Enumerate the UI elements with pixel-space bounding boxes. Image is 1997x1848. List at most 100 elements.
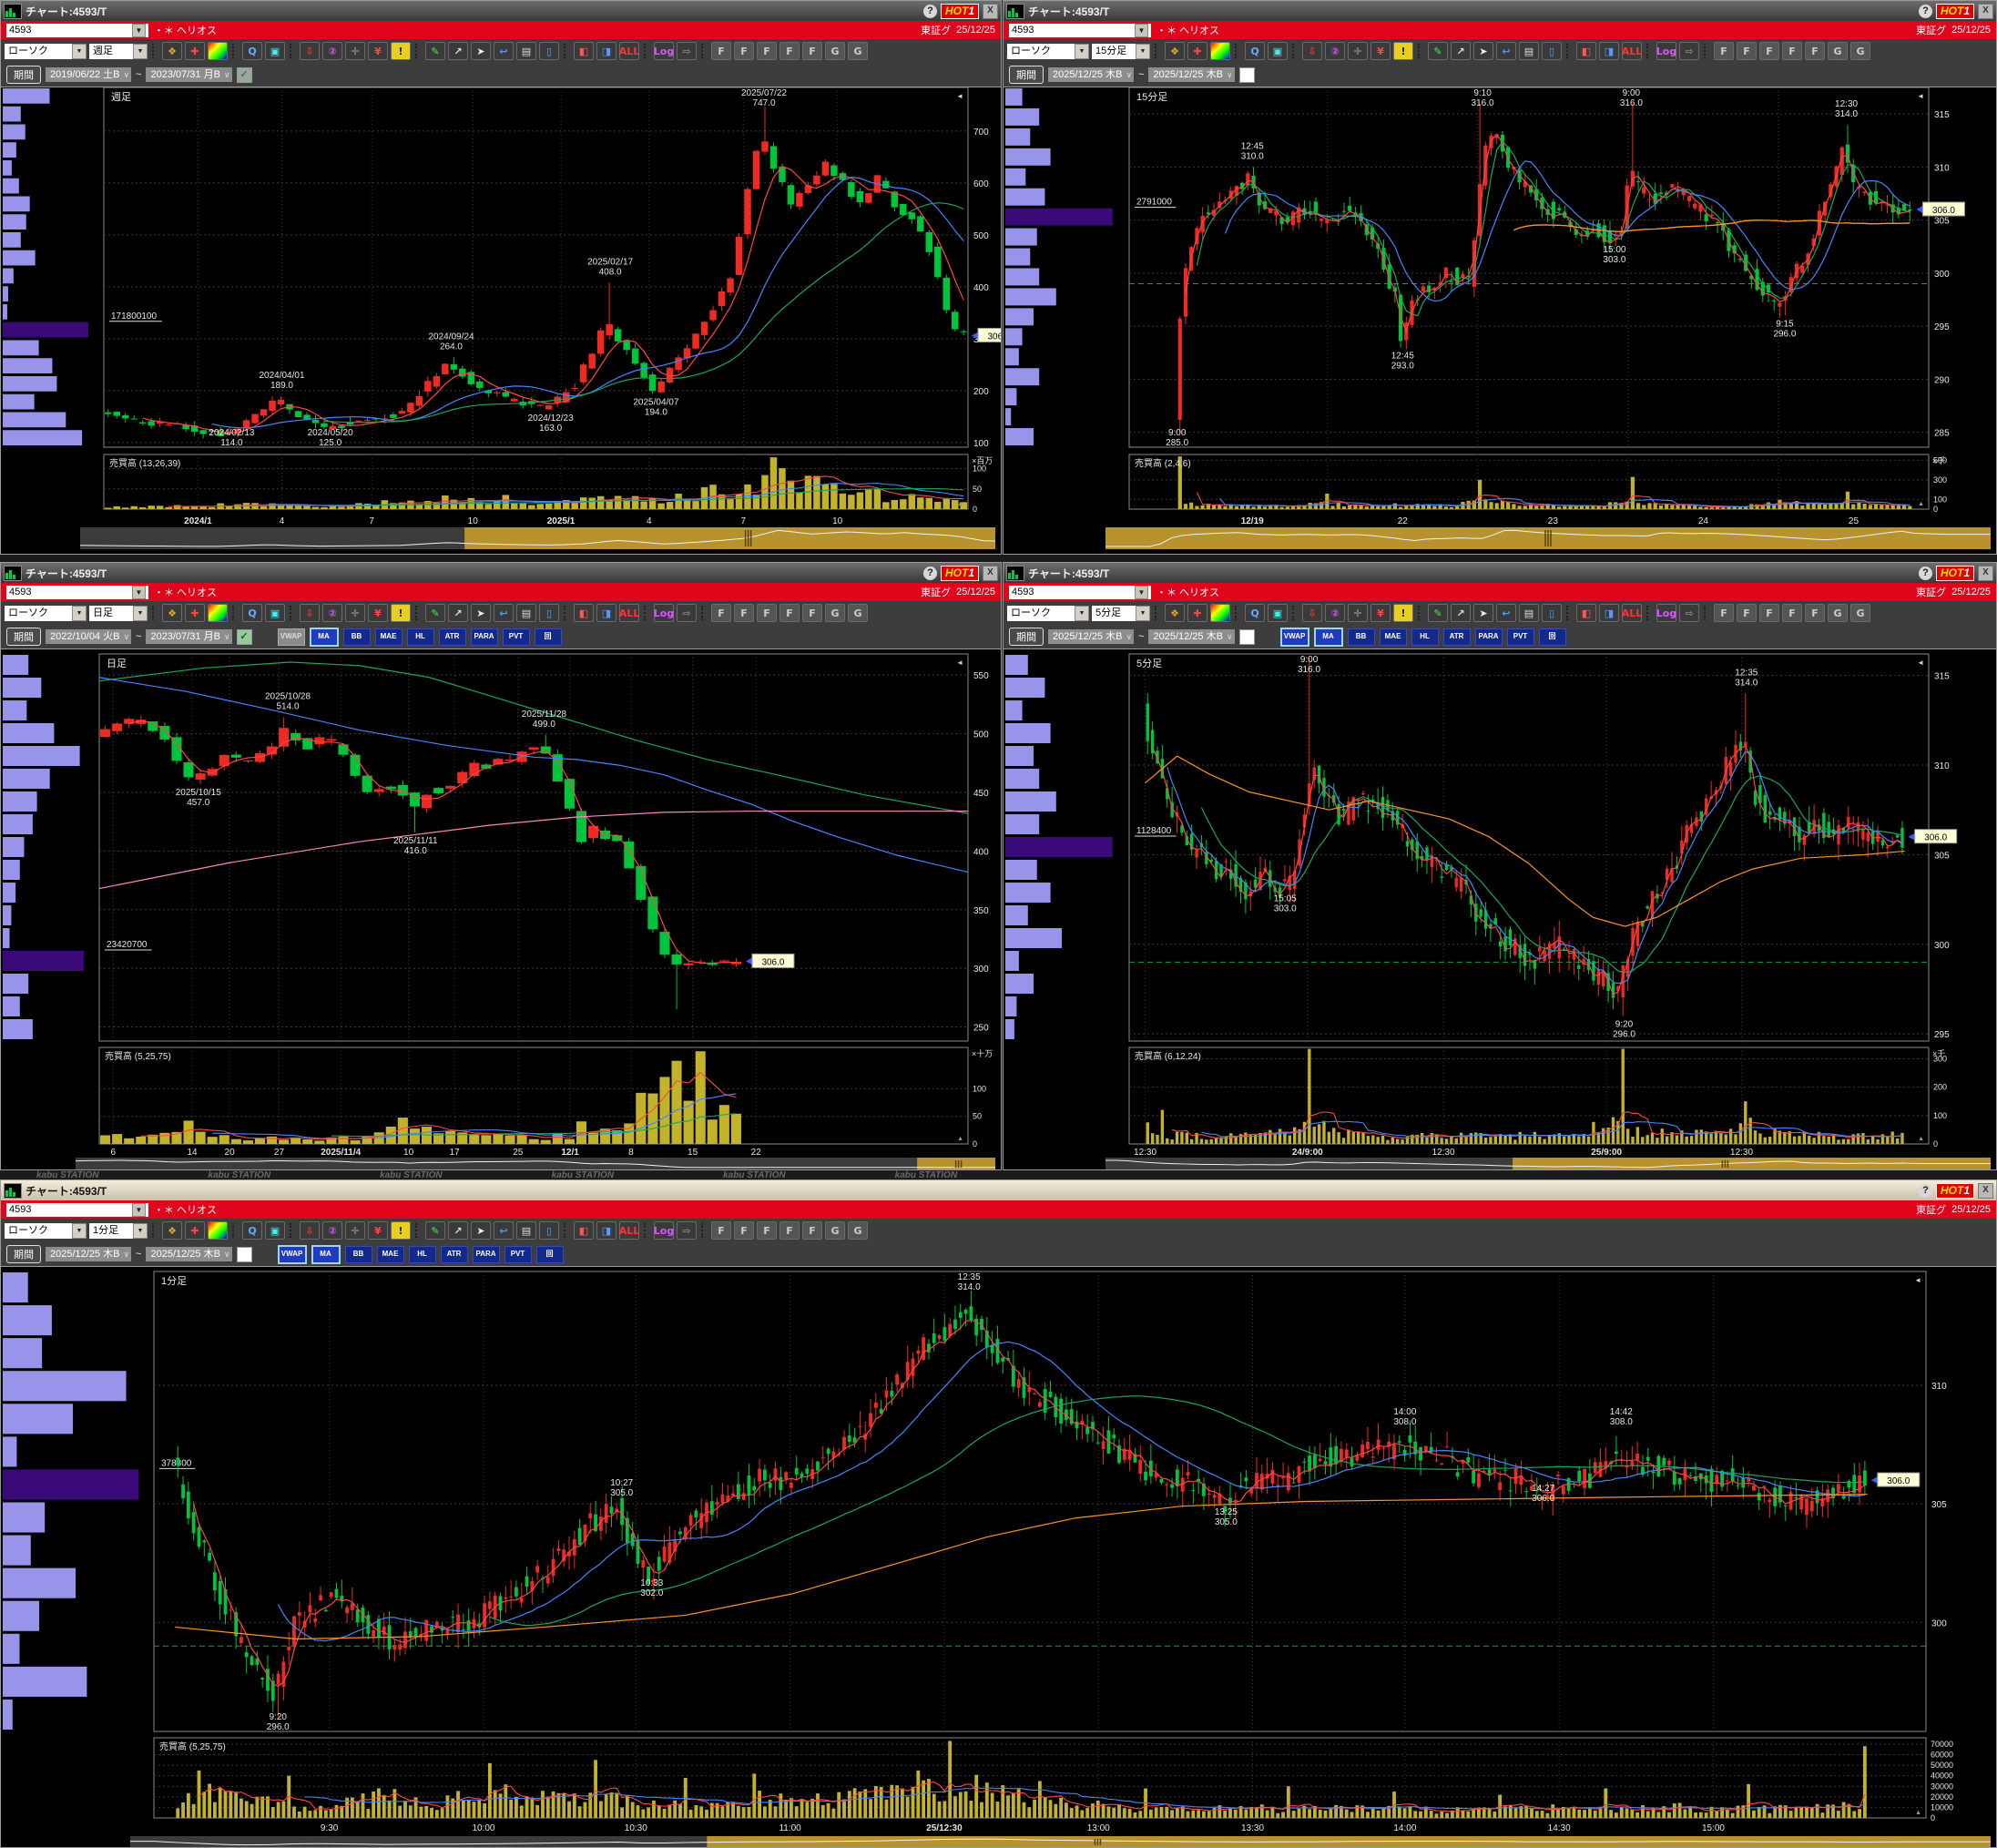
dropdown-arrow-icon[interactable]: ▼ [133, 1222, 148, 1239]
dropdown-arrow-icon[interactable]: ▼ [1135, 585, 1148, 599]
flag-f1-icon[interactable]: F [1714, 42, 1734, 60]
indicator-button-vwap[interactable]: VWAP [277, 628, 305, 646]
cursor-icon[interactable]: ➤ [471, 604, 491, 622]
yen-icon[interactable]: ¥ [368, 604, 388, 622]
flag-g1-icon[interactable]: G [825, 1221, 845, 1240]
candle-narrow-icon[interactable]: ◧ [1576, 42, 1596, 60]
color-palette-icon[interactable] [208, 42, 228, 60]
flag-f3-icon[interactable]: F [757, 1221, 777, 1240]
log-icon[interactable]: Log [654, 42, 674, 60]
indicator-button-atr[interactable]: ATR [438, 628, 466, 646]
pencil-icon[interactable]: ✎ [425, 1221, 445, 1240]
step-icon[interactable]: ⇨ [677, 604, 697, 622]
color-palette-icon[interactable] [208, 604, 228, 622]
dropdown-arrow-icon[interactable]: ▼ [132, 585, 146, 599]
chart-type-select[interactable]: ローソク ▼ [5, 1222, 87, 1239]
flag-f2-icon[interactable]: F [734, 1221, 754, 1240]
close-button[interactable]: X [1978, 3, 1993, 19]
indicator-button-para[interactable]: PARA [470, 628, 498, 646]
period-button[interactable]: 期間 [6, 628, 41, 646]
all-icon[interactable]: ALL [619, 604, 639, 622]
flag-f1-icon[interactable]: F [711, 604, 731, 622]
chart-window-weekly[interactable]: 70060050040030020010010050×百万0171800100週… [0, 0, 1002, 555]
apply-check-button[interactable] [236, 1246, 252, 1262]
warning-icon[interactable]: ! [391, 42, 411, 60]
color-palette-icon[interactable] [208, 1221, 228, 1240]
indicator-button-bb[interactable]: BB [344, 1245, 372, 1263]
log-icon[interactable]: Log [654, 604, 674, 622]
chart-canvas-m15[interactable]: 315 310 305 300 295 290 285 500 300 100 ×千 0 2791000… [1004, 1, 1997, 555]
dropdown-arrow-icon[interactable]: ▼ [1136, 605, 1150, 621]
dropdown-arrow-icon[interactable]: ∨ [123, 632, 130, 641]
layout-icon[interactable]: ▣ [1268, 42, 1288, 60]
flag-g2-icon[interactable]: G [848, 1221, 868, 1240]
circled-two-icon[interactable]: ② [322, 604, 342, 622]
all-icon[interactable]: ALL [619, 1221, 639, 1240]
warning-icon[interactable]: ! [1393, 604, 1413, 622]
tool-wrench-icon[interactable]: ✚ [185, 42, 205, 60]
indicator-button-pvt[interactable]: PVT [1506, 628, 1534, 646]
undo-icon[interactable]: ↩ [494, 1221, 514, 1240]
flag-f4-icon[interactable]: F [1782, 42, 1802, 60]
crosshair-icon[interactable]: ✛ [345, 42, 365, 60]
chart-canvas-m5[interactable]: 315 310 305 300 295 300 200 100 ×千 0 1128400 5分足売買高… [1004, 563, 1997, 1170]
symbol-input[interactable]: 4593 ▼ [6, 23, 148, 37]
undo-icon[interactable]: ↩ [494, 604, 514, 622]
log-icon[interactable]: Log [654, 1221, 674, 1240]
cursor-icon[interactable]: ➤ [471, 1221, 491, 1240]
apply-check-button[interactable] [1238, 66, 1255, 83]
trash-icon[interactable]: ▯ [539, 604, 559, 622]
candle-narrow-icon[interactable]: ◧ [574, 604, 594, 622]
indicator-button-vwap[interactable]: VWAP [1279, 627, 1309, 647]
dropdown-arrow-icon[interactable]: ▼ [133, 43, 148, 59]
memo-icon[interactable]: ▤ [516, 42, 536, 60]
period-button[interactable]: 期間 [1009, 628, 1044, 646]
dropdown-arrow-icon[interactable]: ▼ [1075, 43, 1089, 59]
arrow-down-icon[interactable]: ⇩ [300, 604, 320, 622]
flag-g2-icon[interactable]: G [848, 42, 868, 60]
dropdown-arrow-icon[interactable]: ∨ [123, 70, 130, 79]
zoom-icon[interactable]: Q [1245, 604, 1265, 622]
period-button[interactable]: 期間 [6, 1245, 41, 1263]
pattern-icon[interactable]: ❖ [1165, 604, 1185, 622]
pencil-icon[interactable]: ✎ [425, 42, 445, 60]
dropdown-arrow-icon[interactable]: ▼ [72, 1222, 87, 1239]
date-to-input[interactable]: 2023/07/31 月B ∨ [146, 67, 232, 82]
log-icon[interactable]: Log [1656, 604, 1676, 622]
chart-type-select[interactable]: ローソク ▼ [5, 605, 87, 621]
candle-wide-icon[interactable]: ◨ [596, 604, 616, 622]
undo-icon[interactable]: ↩ [494, 42, 514, 60]
indicator-button-hl[interactable]: HL [1411, 628, 1439, 646]
pattern-icon[interactable]: ❖ [1165, 42, 1185, 60]
date-to-input[interactable]: 2025/12/25 木B ∨ [146, 1247, 232, 1261]
indicator-button-pvt[interactable]: PVT [502, 628, 530, 646]
crosshair-icon[interactable]: ✛ [1348, 604, 1368, 622]
all-icon[interactable]: ALL [1622, 42, 1642, 60]
yen-icon[interactable]: ¥ [368, 1221, 388, 1240]
yen-icon[interactable]: ¥ [1370, 42, 1391, 60]
warning-icon[interactable]: ! [391, 1221, 411, 1240]
dropdown-arrow-icon[interactable]: ∨ [223, 70, 230, 79]
pencil-icon[interactable]: ✎ [1428, 42, 1448, 60]
arrow-down-icon[interactable]: ⇩ [300, 42, 320, 60]
help-button[interactable]: ? [922, 566, 937, 580]
undo-icon[interactable]: ↩ [1496, 42, 1516, 60]
candle-wide-icon[interactable]: ◨ [1599, 604, 1619, 622]
dropdown-arrow-icon[interactable]: ▼ [132, 1202, 146, 1217]
step-icon[interactable]: ⇨ [677, 1221, 697, 1240]
trash-icon[interactable]: ▯ [539, 1221, 559, 1240]
tool-wrench-icon[interactable]: ✚ [1187, 604, 1207, 622]
dropdown-arrow-icon[interactable]: ▼ [72, 43, 87, 59]
tool-wrench-icon[interactable]: ✚ [1187, 42, 1207, 60]
flag-f5-icon[interactable]: F [802, 604, 822, 622]
timeframe-select[interactable]: 週足 ▼ [89, 43, 148, 59]
trash-icon[interactable]: ▯ [1542, 42, 1562, 60]
pattern-icon[interactable]: ❖ [162, 1221, 182, 1240]
yen-icon[interactable]: ¥ [368, 42, 388, 60]
dropdown-arrow-icon[interactable]: ∨ [1126, 70, 1133, 79]
memo-icon[interactable]: ▤ [1519, 42, 1539, 60]
dropdown-arrow-icon[interactable]: ▼ [1136, 43, 1150, 59]
help-button[interactable]: ? [1918, 566, 1932, 580]
period-button[interactable]: 期間 [1009, 66, 1044, 84]
trendline-icon[interactable]: ↗ [448, 604, 468, 622]
